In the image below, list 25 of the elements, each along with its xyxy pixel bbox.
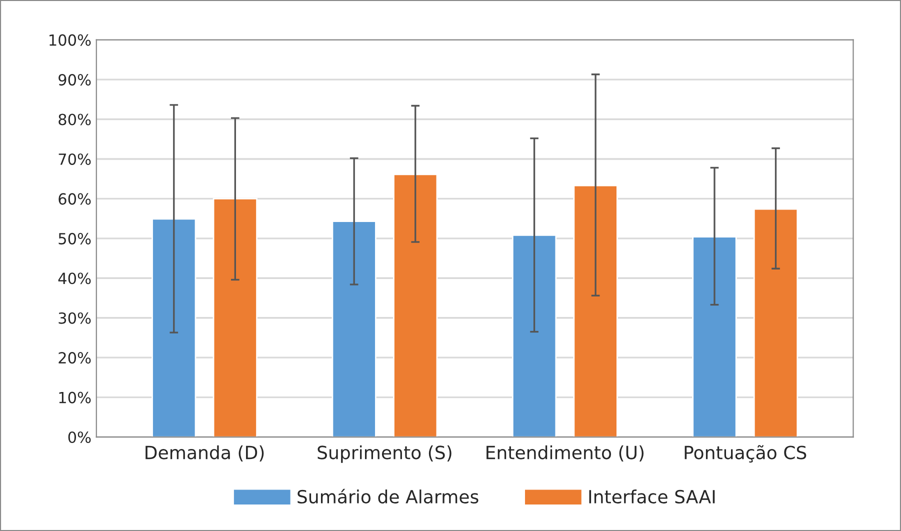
x-tick-label: Entendimento (U): [486, 445, 644, 462]
y-tick-label: 40%: [58, 272, 91, 284]
bar: [393, 174, 438, 438]
y-tick-label: 20%: [58, 352, 91, 364]
bar: [573, 184, 618, 438]
y-tick-label: 0%: [68, 431, 91, 444]
x-tick-label: Pontuação CS: [684, 445, 806, 463]
y-tick-label: 60%: [58, 193, 91, 205]
y-tick-label: 80%: [58, 114, 91, 126]
y-tick-label: 90%: [58, 74, 91, 86]
bar: [332, 220, 376, 438]
bar: [512, 234, 557, 438]
legend-label: Interface SAAI: [589, 490, 715, 504]
bar: [152, 218, 196, 438]
bar: [692, 236, 737, 438]
legend-label: Sumário de Alarmes: [298, 488, 478, 504]
y-tick-label: 100%: [50, 34, 91, 46]
y-tick-label: 70%: [58, 153, 91, 166]
x-tick-label: Suprimento (S): [318, 445, 452, 463]
y-tick-label: 50%: [58, 232, 91, 244]
y-tick-label: 30%: [58, 312, 91, 324]
bar: [212, 198, 258, 438]
x-tick-label: Demanda (D): [146, 445, 264, 462]
bar: [753, 208, 798, 438]
y-tick-label: 10%: [59, 392, 91, 404]
